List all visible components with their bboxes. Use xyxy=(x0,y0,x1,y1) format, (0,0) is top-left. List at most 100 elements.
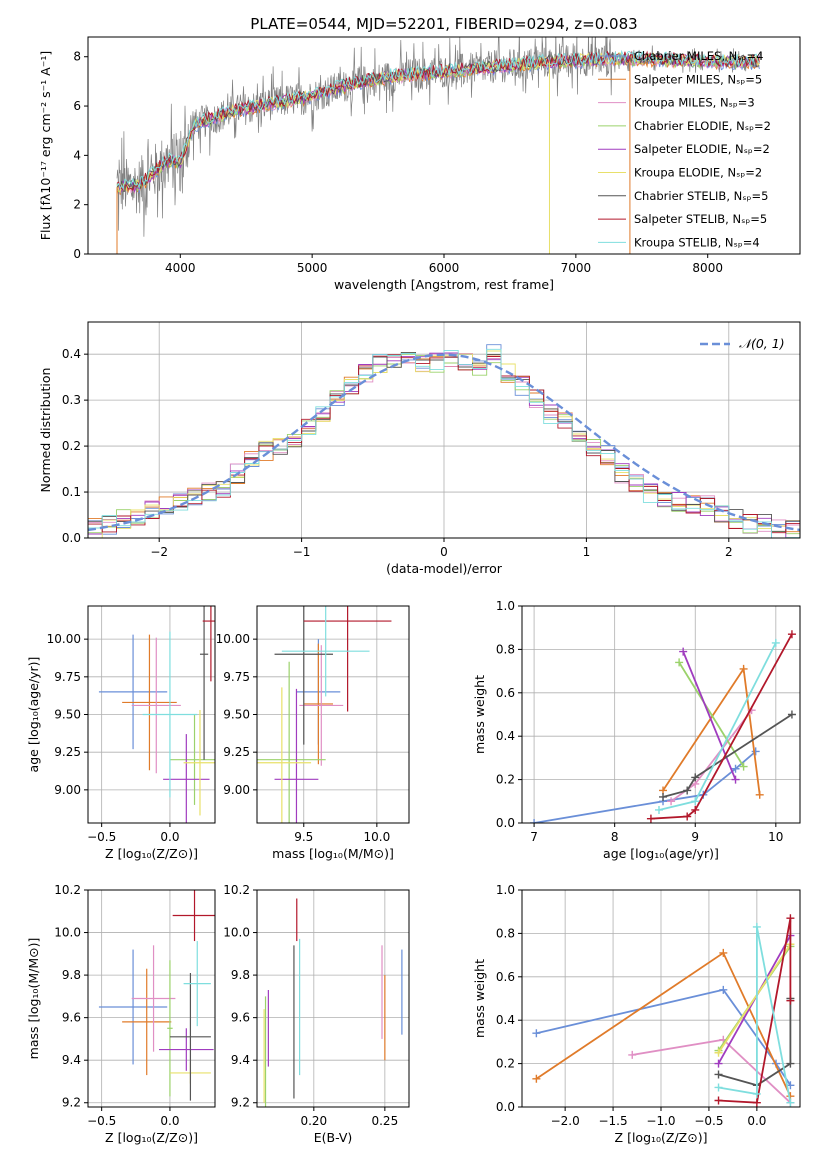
y-tick-label: 10.0 xyxy=(54,926,81,940)
axes-frame xyxy=(256,605,410,824)
y-tick-label: 9.4 xyxy=(231,1053,250,1067)
plot-area xyxy=(530,630,796,823)
x-tick-label: −2 xyxy=(150,545,168,559)
weight-point-marker xyxy=(731,764,740,773)
y-tick-label: 0.3 xyxy=(62,393,81,407)
y-axis-label: mass weight xyxy=(472,675,487,754)
x-tick-label: 4000 xyxy=(165,261,196,275)
y-tick-label: 0.4 xyxy=(62,347,81,361)
x-tick-label: 0.20 xyxy=(300,1114,327,1128)
weight-point-marker xyxy=(691,773,700,782)
y-tick-label: 9.25 xyxy=(223,745,250,759)
y-tick-label: 0.1 xyxy=(62,485,81,499)
panel-age_vs_mass: 9.5 10.0 9.00 9.25 9.50 9.75 10.00 mass [log₁₀(… xyxy=(216,605,410,861)
x-tick-label: −0.5 xyxy=(87,830,116,844)
legend-label: Kroupa STELIB, Nₛₚ=4 xyxy=(634,235,760,249)
y-tick-label: 0.4 xyxy=(496,1013,515,1027)
chart-title: PLATE=0544, MJD=52201, FIBERID=0294, z=0… xyxy=(250,15,637,33)
y-tick-label: 9.8 xyxy=(62,968,81,982)
x-tick-label: 0.25 xyxy=(371,1114,398,1128)
legend-label: Chabrier STELIB, Nₛₚ=5 xyxy=(634,189,768,203)
weight-point-marker xyxy=(691,805,700,814)
weight-point-marker xyxy=(731,775,740,784)
panel-age_vs_Z: −0.5 0.0 9.00 9.25 9.50 9.75 10.00 Z [log₁₀(Z/Z… xyxy=(26,605,216,861)
panel-mass_vs_Z: −0.5 0.0 9.2 9.4 9.6 9.8 10.0 10.2 Z [log₁₀(Z/Z⊙… xyxy=(26,883,216,1145)
panel-mass_vs_ebv: 0.20 0.25 9.2 9.4 9.6 9.8 10.0 10.2 E(B-V) xyxy=(223,883,410,1145)
y-tick-label: 0.8 xyxy=(496,642,515,656)
weight-point-marker xyxy=(786,914,795,923)
weight-point-marker xyxy=(787,710,796,719)
y-tick-label: 9.4 xyxy=(62,1053,81,1067)
y-tick-label: 0.2 xyxy=(496,1057,515,1071)
legend-label: Salpeter ELODIE, Nₛₚ=2 xyxy=(634,142,770,156)
weight-point-marker xyxy=(739,762,748,771)
y-tick-label: 9.2 xyxy=(62,1096,81,1110)
weight-series-line xyxy=(678,661,745,768)
plot-area xyxy=(257,606,392,823)
y-tick-label: 9.25 xyxy=(54,745,81,759)
x-tick-label: 9.5 xyxy=(294,830,313,844)
weight-point-marker xyxy=(751,747,760,756)
weight-point-marker xyxy=(714,1048,723,1057)
x-tick-label: −1.0 xyxy=(646,1114,675,1128)
weight-point-marker xyxy=(714,1070,723,1079)
weight-point-marker xyxy=(683,812,692,821)
legend-label: Kroupa ELODIE, Nₛₚ=2 xyxy=(634,166,762,180)
weight-point-marker xyxy=(679,647,688,656)
y-tick-label: 0.6 xyxy=(496,686,515,700)
y-tick-label: 9.00 xyxy=(54,783,81,797)
y-tick-label: 9.00 xyxy=(223,783,250,797)
weight-series-line xyxy=(662,666,761,795)
x-tick-label: −0.5 xyxy=(87,1114,116,1128)
weight-point-marker xyxy=(646,814,655,823)
weight-point-marker xyxy=(752,1089,761,1098)
plot-area xyxy=(88,344,800,538)
weight-series-line xyxy=(650,633,793,820)
weight-point-marker xyxy=(739,664,748,673)
weight-point-marker xyxy=(719,985,728,994)
x-axis-label: wavelength [Angstrom, rest frame] xyxy=(334,277,554,292)
weight-point-marker xyxy=(683,786,692,795)
panel-massweight_vs_Z: −2.0 −1.5 −1.0 −0.5 0.0 0.0 0.2 0.4 0.6 0.8 1.0 Z [… xyxy=(472,883,801,1145)
model-spectrum-line xyxy=(116,50,760,192)
x-tick-label: −1 xyxy=(293,545,311,559)
y-tick-label: 10.00 xyxy=(47,632,81,646)
weight-point-marker xyxy=(786,1059,795,1068)
weight-point-marker xyxy=(667,797,676,806)
weight-point-marker xyxy=(628,1050,637,1059)
x-axis-label: E(B-V) xyxy=(314,1130,353,1145)
y-tick-label: 9.50 xyxy=(223,708,250,722)
x-tick-label: 0 xyxy=(440,545,448,559)
axes-frame xyxy=(87,889,216,1108)
legend-label: Chabrier ELODIE, Nₛₚ=2 xyxy=(634,119,771,133)
weight-point-marker xyxy=(719,948,728,957)
x-tick-label: −0.5 xyxy=(694,1114,723,1128)
y-axis-label: age [log₁₀(age/yr)] xyxy=(26,657,41,773)
weight-point-marker xyxy=(752,1098,761,1107)
plot-area xyxy=(98,606,215,823)
y-tick-label: 0.8 xyxy=(496,926,515,940)
legend-label: Chabrier MILES, Nₛₚ=4 xyxy=(634,49,763,63)
x-tick-label: 10 xyxy=(768,830,783,844)
y-tick-label: 10.2 xyxy=(223,883,250,897)
x-axis-label: mass [log₁₀(M/M⊙)] xyxy=(272,846,394,861)
x-tick-label: 10.0 xyxy=(363,830,390,844)
weight-point-marker xyxy=(530,819,539,823)
y-tick-label: 1.0 xyxy=(496,599,515,613)
y-tick-label: 0.6 xyxy=(496,970,515,984)
weight-series-line xyxy=(718,926,792,1103)
weight-point-marker xyxy=(755,790,764,799)
weight-series-line xyxy=(718,998,792,1087)
x-tick-label: 2 xyxy=(725,545,733,559)
axes-frame xyxy=(521,605,801,824)
x-tick-label: 0.0 xyxy=(747,1114,766,1128)
x-tick-label: −2.0 xyxy=(551,1114,580,1128)
y-tick-label: 9.75 xyxy=(223,670,250,684)
y-tick-label: 0.0 xyxy=(62,531,81,545)
x-axis-label: Z [log₁₀(Z/Z⊙)] xyxy=(105,846,198,861)
axes-frame xyxy=(521,889,801,1108)
axes-frame xyxy=(256,889,410,1108)
y-tick-label: 10.00 xyxy=(216,632,250,646)
weight-point-marker xyxy=(786,1098,795,1107)
y-tick-label: 0.0 xyxy=(496,816,515,830)
